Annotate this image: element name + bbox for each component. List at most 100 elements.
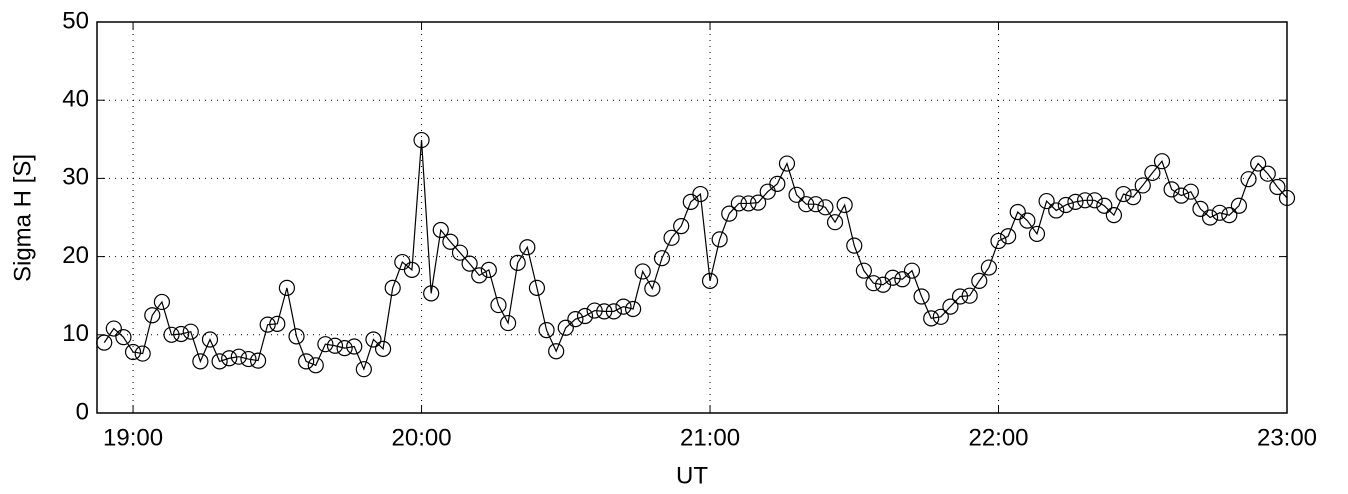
data-point xyxy=(278,279,296,296)
data-point xyxy=(1153,153,1171,170)
data-point xyxy=(1134,177,1151,194)
data-point xyxy=(682,193,699,210)
data-point xyxy=(442,233,459,250)
data-point xyxy=(182,323,199,340)
data-point xyxy=(634,263,651,280)
data-point xyxy=(346,338,363,355)
data-point xyxy=(1048,202,1065,219)
data-point xyxy=(913,288,930,305)
data-point xyxy=(596,303,613,320)
data-point xyxy=(124,343,142,361)
data-point xyxy=(365,331,382,348)
data-point xyxy=(865,275,882,292)
data-point xyxy=(288,328,305,345)
data-point xyxy=(259,316,276,333)
data-point xyxy=(153,293,171,311)
data-point xyxy=(519,239,536,256)
data-point xyxy=(1125,189,1142,206)
data-point xyxy=(846,237,863,254)
data-point xyxy=(1240,171,1257,188)
data-point xyxy=(894,271,911,288)
data-point xyxy=(788,186,805,203)
data-point xyxy=(1076,192,1094,209)
data-point xyxy=(759,183,776,200)
y-tick-label: 20 xyxy=(62,242,89,269)
data-point xyxy=(1086,192,1103,209)
data-point xyxy=(192,353,209,370)
data-point xyxy=(432,221,449,239)
x-tick-label: 20:00 xyxy=(392,424,452,451)
data-point xyxy=(134,345,151,362)
x-axis-label: UT xyxy=(676,462,708,489)
data-point xyxy=(740,195,757,212)
data-point xyxy=(105,320,122,337)
data-point xyxy=(1038,192,1055,210)
data-point xyxy=(855,262,872,279)
y-axis-label: Sigma H [S] xyxy=(9,154,36,282)
data-point xyxy=(1163,181,1180,198)
data-point xyxy=(230,348,247,365)
data-point xyxy=(836,196,853,214)
data-point xyxy=(1067,193,1084,210)
data-point xyxy=(1028,225,1046,243)
data-point xyxy=(451,244,469,261)
y-tick-label: 10 xyxy=(62,320,89,347)
data-point xyxy=(355,361,372,378)
data-point xyxy=(1096,197,1113,214)
data-point xyxy=(528,279,546,296)
data-point xyxy=(711,231,728,248)
data-point xyxy=(461,255,478,272)
x-tick-label: 23:00 xyxy=(1257,424,1317,451)
data-point xyxy=(615,298,632,315)
data-point xyxy=(394,253,411,271)
data-point xyxy=(201,331,219,348)
data-point xyxy=(884,269,901,286)
data-point xyxy=(336,339,353,357)
data-point xyxy=(1019,212,1036,229)
data-point xyxy=(538,322,555,339)
data-point xyxy=(673,218,690,235)
data-point xyxy=(269,315,286,332)
data-point xyxy=(1192,200,1209,217)
data-point xyxy=(961,287,978,304)
data-point xyxy=(413,131,430,149)
data-point xyxy=(144,307,161,324)
data-point xyxy=(951,288,969,305)
data-point xyxy=(576,307,594,325)
data-point xyxy=(586,302,603,319)
data-point xyxy=(701,272,719,289)
data-point xyxy=(96,334,113,351)
data-point xyxy=(923,310,940,327)
data-point xyxy=(1230,197,1248,214)
data-point xyxy=(1201,209,1219,226)
data-point xyxy=(798,196,815,213)
data-point xyxy=(826,214,844,231)
data-point xyxy=(1182,183,1199,200)
data-point xyxy=(211,353,228,370)
data-point xyxy=(298,353,315,370)
data-point xyxy=(403,261,421,278)
data-point xyxy=(173,325,190,343)
data-point xyxy=(567,311,584,328)
data-point xyxy=(307,357,324,374)
data-point xyxy=(971,272,988,289)
data-point xyxy=(903,262,921,279)
plot-frame xyxy=(96,21,1288,414)
x-tick-label: 22:00 xyxy=(968,424,1028,451)
data-point xyxy=(663,229,680,246)
data-point xyxy=(1057,196,1074,214)
data-point xyxy=(778,155,796,172)
data-point xyxy=(163,326,180,343)
data-point xyxy=(1259,165,1276,182)
data-point xyxy=(557,319,574,336)
data-point xyxy=(509,254,526,271)
data-point xyxy=(692,185,709,203)
data-point xyxy=(423,285,440,302)
data-point xyxy=(471,267,488,284)
data-point xyxy=(384,279,401,296)
data-point xyxy=(730,195,747,212)
y-tick-label: 40 xyxy=(62,86,89,113)
data-point xyxy=(942,298,959,315)
